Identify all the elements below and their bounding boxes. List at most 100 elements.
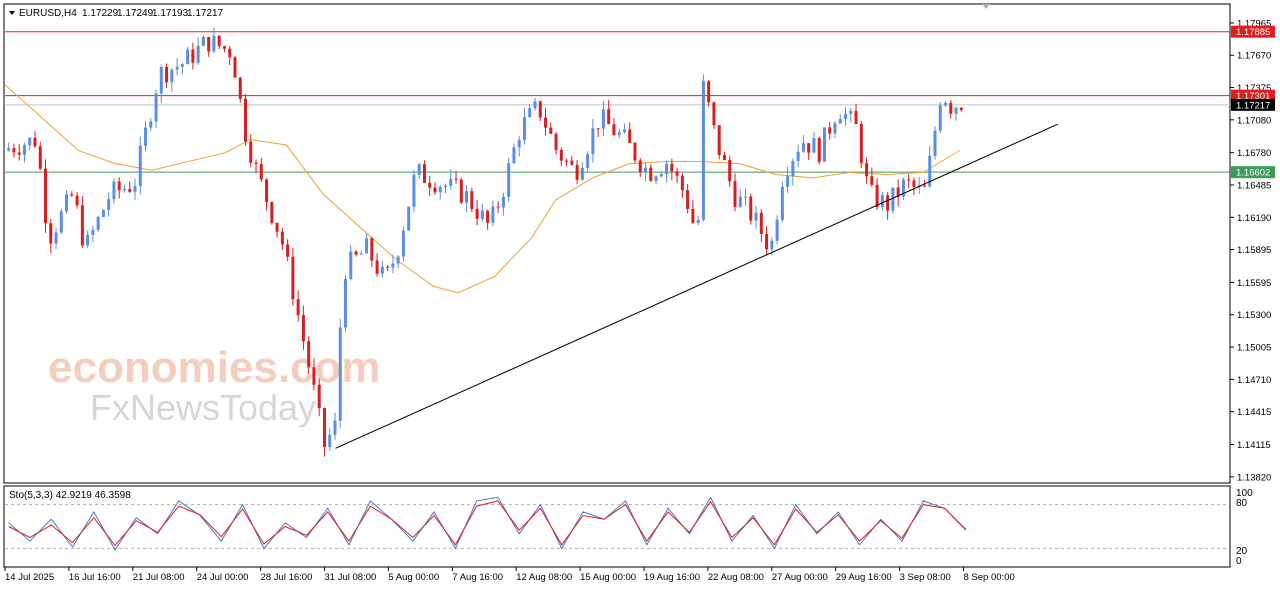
x-tick-label: 16 Jul 16:00: [69, 572, 121, 583]
candle-body: [349, 251, 353, 280]
x-tick-label: 22 Aug 08:00: [708, 572, 764, 583]
candle-body: [717, 125, 721, 155]
candle-body: [754, 212, 758, 221]
candle-body: [870, 176, 874, 185]
candle-body: [149, 121, 153, 128]
candle-body: [896, 187, 900, 197]
candle-body: [507, 163, 511, 197]
level-tag: [1231, 98, 1275, 111]
candle-body: [70, 194, 74, 196]
osc-level-0: 0: [1236, 556, 1242, 567]
candle-body: [565, 160, 569, 162]
x-tick-label: 15 Aug 00:00: [580, 572, 636, 583]
candle-body: [217, 35, 221, 47]
y-tick-label: 1.14710: [1237, 375, 1271, 386]
candle-body: [280, 231, 284, 245]
candle-body: [891, 187, 895, 211]
candle-body: [244, 98, 248, 142]
shift-marker-icon[interactable]: [982, 4, 990, 9]
candle-body: [665, 163, 669, 175]
y-tick-label: 1.17375: [1237, 83, 1271, 94]
candle-body: [312, 367, 316, 385]
candle-body: [512, 147, 516, 164]
candle-body: [501, 196, 505, 208]
candle-body: [775, 219, 779, 241]
candle-body: [128, 188, 132, 192]
candle-body: [338, 327, 342, 421]
ascending-trendline[interactable]: [335, 123, 1058, 449]
candle-body: [49, 223, 53, 244]
candle-body: [138, 145, 142, 187]
candle-body: [133, 186, 137, 192]
candle-body: [854, 110, 858, 125]
candle-body: [196, 45, 200, 63]
candle-body: [470, 191, 474, 210]
y-tick-label: 1.15300: [1237, 310, 1271, 321]
candle-body: [828, 127, 832, 134]
y-tick-label: 1.13820: [1237, 472, 1271, 483]
candle-body: [575, 164, 579, 180]
candle-body: [912, 180, 916, 187]
x-tick-label: 19 Aug 16:00: [644, 572, 700, 583]
candle-body: [654, 176, 658, 181]
candle-body: [728, 160, 732, 182]
candle-body: [738, 196, 742, 207]
candle-body: [522, 117, 526, 140]
candle-body: [680, 175, 684, 191]
ohlc-open: 1.17229: [82, 8, 119, 19]
candle-body: [154, 93, 158, 122]
candle-body: [375, 260, 379, 274]
candle-body: [17, 152, 21, 155]
candle-body: [54, 232, 58, 244]
candle-body: [759, 212, 763, 235]
candle-body: [880, 195, 884, 208]
candle-body: [275, 222, 279, 232]
candle-body: [928, 155, 932, 187]
candle-body: [228, 48, 232, 58]
oscillator-panel[interactable]: [3, 485, 1231, 568]
candle-body: [201, 36, 205, 46]
candle-body: [391, 263, 395, 268]
time-axis: 14 Jul 2025 16 Jul 16:00 21 Jul 08:00 24 Ju…: [4, 567, 1015, 583]
candle-body: [7, 148, 11, 151]
x-tick-label: 29 Aug 16:00: [836, 572, 892, 583]
candle-body: [496, 206, 500, 208]
candle-body: [954, 107, 958, 114]
candlesticks: [7, 27, 963, 457]
candle-body: [365, 238, 369, 254]
candle-body: [696, 219, 700, 223]
y-tick-label: 1.16780: [1237, 148, 1271, 159]
candle-body: [938, 105, 942, 131]
candle-body: [770, 240, 774, 250]
candle-body: [612, 124, 616, 136]
candle-body: [38, 146, 42, 169]
dropdown-triangle-icon[interactable]: [9, 11, 15, 15]
price-panel[interactable]: [3, 3, 1231, 484]
candle-body: [322, 408, 326, 447]
candle-body: [796, 151, 800, 161]
candle-body: [570, 160, 574, 165]
candle-body: [454, 178, 458, 180]
candle-body: [886, 195, 890, 211]
candle-body: [833, 123, 837, 134]
candle-body: [644, 167, 648, 173]
x-tick-label: 3 Sep 08:00: [900, 572, 951, 583]
trendline[interactable]: [335, 123, 1058, 449]
y-tick-label: 1.15895: [1237, 245, 1271, 256]
candle-body: [586, 154, 590, 168]
osc-level-20: 20: [1236, 546, 1248, 557]
candle-body: [407, 206, 411, 231]
level-tag-label: 1.17885: [1236, 27, 1270, 38]
candle-body: [22, 145, 26, 155]
osc-level-100: 100: [1236, 488, 1253, 499]
candle-body: [691, 208, 695, 223]
candle-body: [675, 171, 679, 176]
candle-body: [417, 164, 421, 175]
x-tick-label: 28 Jul 16:00: [261, 572, 313, 583]
ohlc-high: 1.17249: [117, 8, 154, 19]
candle-body: [191, 49, 195, 63]
candle-body: [317, 384, 321, 409]
